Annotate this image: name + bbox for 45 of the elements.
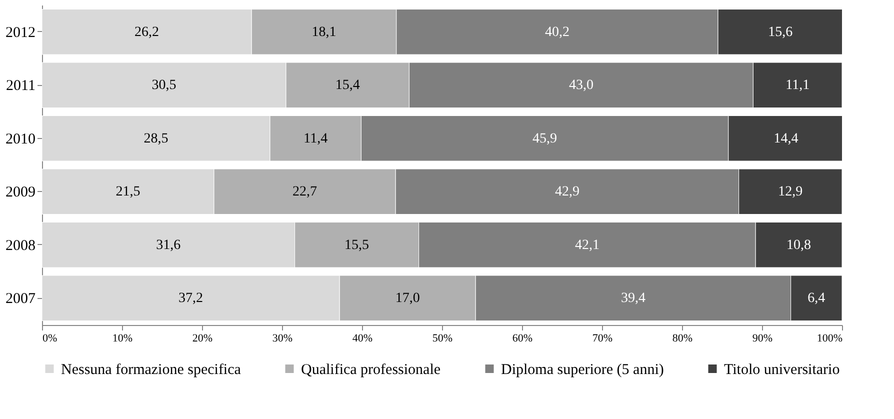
x-tick-label: 60% [512,332,533,344]
y-tick-label: 2009 [6,184,36,201]
data-label: 45,9 [532,131,558,146]
data-label: 42,1 [574,238,600,253]
data-label: 15,4 [335,78,360,94]
y-tick-label: 2010 [6,131,36,148]
x-tick-label: 50% [432,332,453,344]
data-label: 18,1 [312,24,336,40]
data-label: 30,5 [152,78,176,94]
x-tick-label: 80% [672,332,693,344]
data-label: 6,4 [808,291,826,306]
data-label: 15,5 [344,238,370,253]
x-tick-label: 30% [272,332,293,344]
legend-label: Diploma superiore (5 anni) [501,362,664,378]
data-label: 26,2 [134,24,160,40]
data-label: 11,4 [304,131,328,146]
data-label: 17,0 [395,291,420,306]
data-label: 28,5 [144,131,168,146]
x-tick-label: 40% [352,332,373,344]
data-label: 43,0 [568,78,594,94]
data-label: 21,5 [116,184,140,200]
data-label: 14,4 [774,131,798,146]
x-tick-label: 20% [192,332,213,344]
legend-label: Titolo universitario [724,362,840,378]
y-tick-label: 2007 [6,291,36,308]
x-tick-label: 100% [816,332,842,344]
data-label: 15,6 [768,24,793,40]
data-label: 11,1 [786,78,810,94]
data-label: 40,2 [544,24,570,40]
data-label: 42,9 [554,184,580,200]
y-tick-label: 2012 [6,24,36,41]
data-label: 22,7 [292,184,318,200]
x-tick-label: 70% [592,332,613,344]
data-label: 37,2 [178,291,204,306]
x-tick-label: 90% [752,332,773,344]
legend-label: Nessuna formazione specifica [61,362,242,378]
data-label: 10,8 [786,238,812,253]
data-label: 12,9 [778,184,803,200]
y-tick-label: 2011 [6,78,36,94]
x-tick-label: 0% [42,332,58,344]
x-tick-label: 10% [112,332,133,344]
data-label: 31,6 [156,238,181,253]
y-tick-label: 2008 [6,238,36,254]
legend-label: Qualifica professionale [301,362,441,378]
data-label: 39,4 [620,291,646,306]
